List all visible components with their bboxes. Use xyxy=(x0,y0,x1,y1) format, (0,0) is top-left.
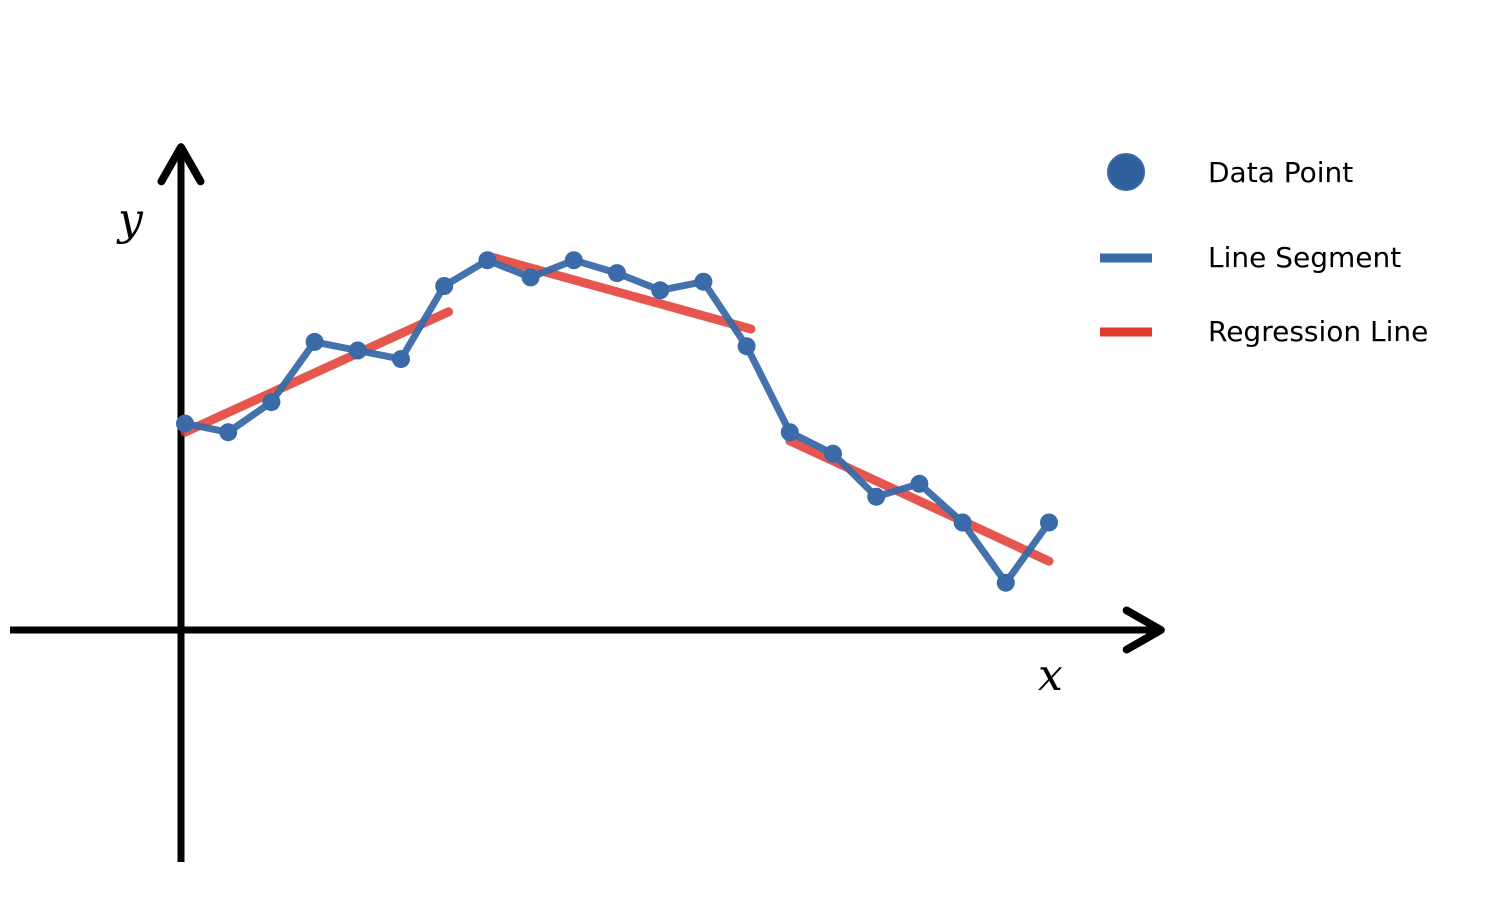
y-axis-label: y xyxy=(116,194,144,245)
data-point xyxy=(435,277,454,295)
legend-label-line-segment: Line Segment xyxy=(1208,241,1401,274)
x-axis-label: x xyxy=(1038,650,1063,701)
line-segment-series xyxy=(184,256,1052,587)
data-point xyxy=(564,251,583,270)
axes: x y xyxy=(10,143,1165,862)
regression-lines xyxy=(180,251,1054,566)
data-point xyxy=(780,423,799,442)
data-point xyxy=(953,513,972,532)
data-point xyxy=(824,444,842,463)
data-point xyxy=(996,573,1015,592)
data-point xyxy=(1040,513,1058,532)
data-point xyxy=(262,393,281,412)
data-point xyxy=(521,268,540,287)
data-point xyxy=(176,414,194,433)
data-point xyxy=(219,423,238,442)
regression-line-1 xyxy=(180,307,454,437)
data-point xyxy=(694,272,713,291)
data-point xyxy=(348,341,367,360)
data-point xyxy=(478,251,497,270)
regression-line-2 xyxy=(482,251,756,334)
data-point xyxy=(608,264,626,283)
data-point xyxy=(910,474,929,493)
legend: Data Point Line Segment Regression Line xyxy=(1100,153,1428,348)
legend-label-data-point: Data Point xyxy=(1208,156,1353,189)
data-point xyxy=(867,487,886,506)
data-point xyxy=(305,332,324,351)
legend-marker-data-point xyxy=(1107,153,1145,191)
legend-label-regression-line: Regression Line xyxy=(1208,315,1428,348)
data-point xyxy=(392,350,410,369)
data-point xyxy=(651,281,670,300)
data-point xyxy=(737,337,756,356)
data-series xyxy=(176,251,1058,592)
